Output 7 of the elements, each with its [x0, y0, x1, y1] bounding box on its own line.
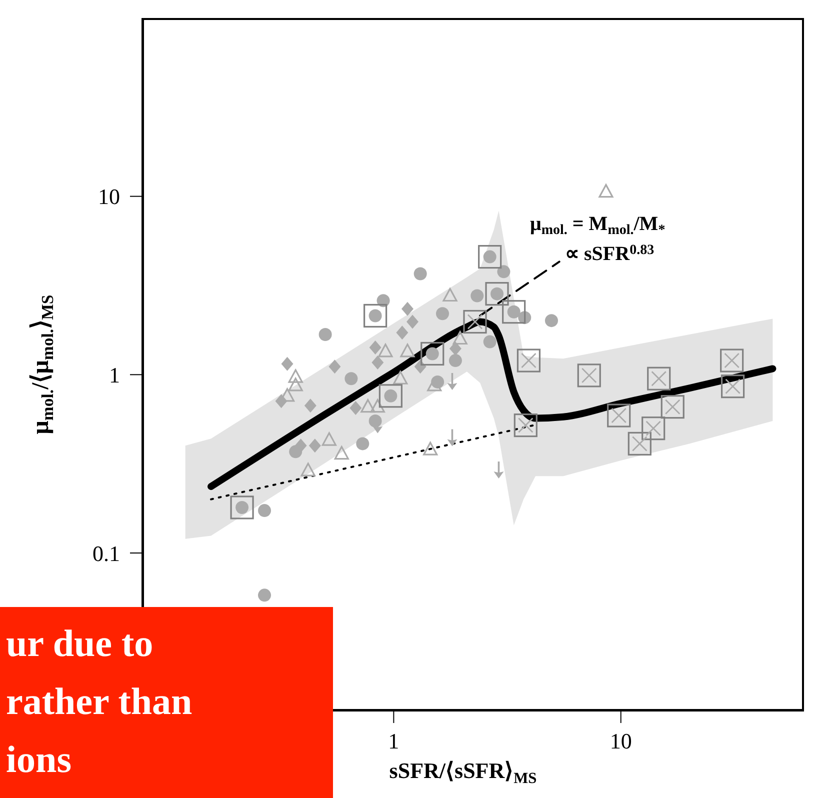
y-tick-label: 1: [109, 362, 120, 388]
annotation: ∝ sSFR$^{0.83}$: [565, 242, 654, 265]
label-box: ur due to rather than ions: [0, 607, 333, 798]
x-axis-title: sSFR/⟨sSFR⟩$_{MS}$: [389, 758, 537, 786]
y-tick-label: 10: [98, 184, 120, 210]
y-tick-label: 0.1: [92, 540, 120, 566]
annotation: μ$_{mol.}$ = M$_{mol.}$/M$_{*}$: [530, 213, 666, 238]
